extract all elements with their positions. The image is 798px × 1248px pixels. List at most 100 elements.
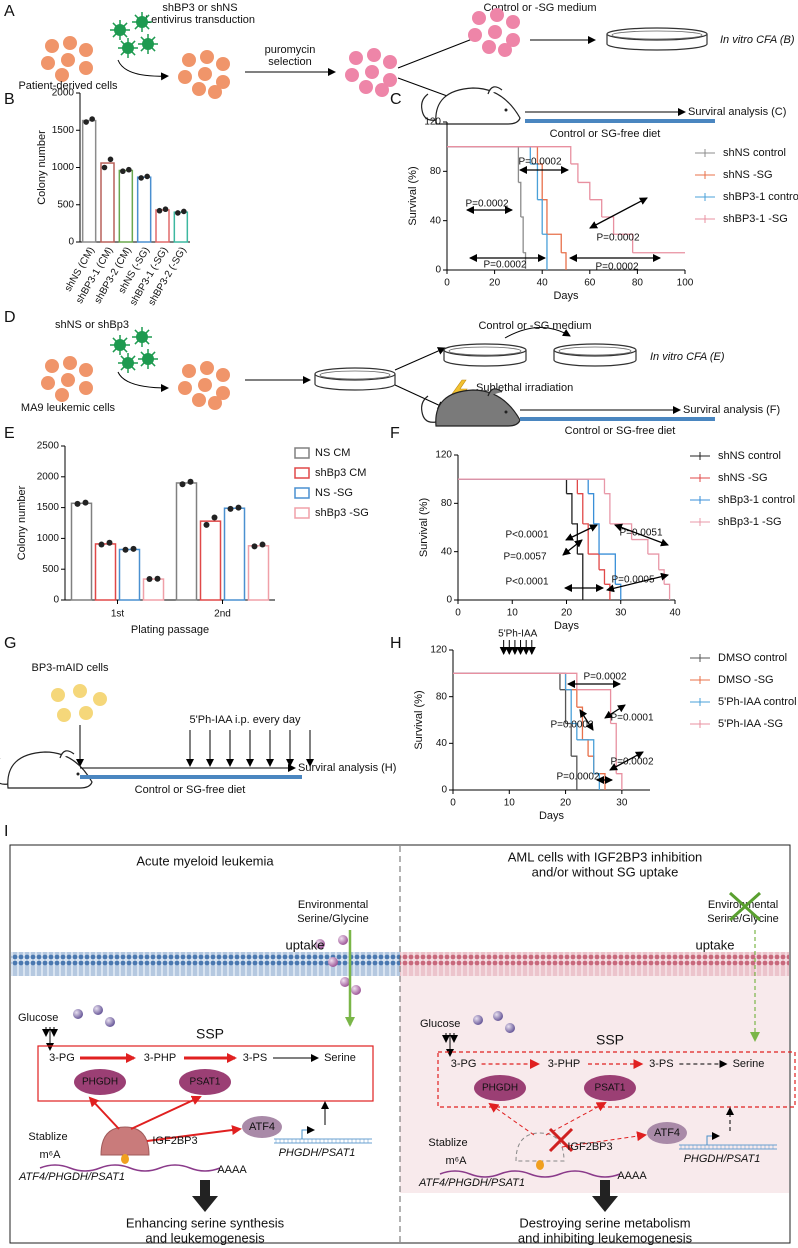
cell	[506, 15, 520, 29]
bar	[175, 482, 198, 601]
survival-step	[593, 773, 600, 790]
cell	[468, 28, 482, 42]
x-tick-label: 20	[561, 608, 573, 619]
double-arrow	[609, 751, 644, 771]
cell	[51, 688, 65, 702]
survival-step	[647, 553, 660, 570]
label: SSP	[196, 1026, 224, 1042]
double-arrow	[589, 197, 648, 229]
diagram-label: MA9 leukemic cells	[21, 402, 116, 414]
serine-ball	[340, 977, 350, 987]
x-tick-label: 20	[560, 798, 572, 809]
y-axis-label: Survival (%)	[418, 498, 430, 557]
cell	[200, 361, 214, 375]
mouse-tail	[421, 93, 437, 121]
diagram-label: Control or -SG medium	[478, 320, 591, 332]
survival-step	[458, 478, 568, 494]
panel-label: D	[4, 309, 16, 326]
legend-label: 5'Ph-IAA control	[718, 696, 797, 708]
cell	[488, 25, 502, 39]
diagram-label: Surviral analysis (H)	[298, 762, 396, 774]
double-arrow	[606, 572, 669, 593]
bar	[81, 119, 97, 243]
cell	[55, 68, 69, 82]
y-tick-label: 0	[435, 265, 441, 276]
data-point	[251, 543, 258, 550]
legend-label: shBp3 -SG	[315, 507, 369, 519]
label: Stablize	[28, 1131, 67, 1143]
panel-label: H	[390, 635, 402, 652]
outcome-arrow	[592, 1180, 618, 1212]
survival-step	[604, 493, 611, 524]
mouse-tail	[421, 395, 437, 423]
cell	[498, 43, 512, 57]
survival-step	[601, 216, 615, 235]
frame	[9, 844, 791, 1244]
panel-label: A	[4, 3, 15, 20]
cell	[365, 65, 379, 79]
y-tick-label: 1000	[37, 533, 60, 544]
section-title: Acute myeloid leukemia	[136, 853, 274, 868]
glucose-ball	[105, 1017, 115, 1027]
legend-label: DMSO -SG	[718, 674, 774, 686]
survival-step	[571, 523, 578, 555]
cell	[61, 53, 75, 67]
y-tick-label: 500	[42, 564, 59, 575]
label: PHGDH/PSAT1	[684, 1153, 761, 1165]
virus	[142, 353, 154, 365]
enzyme-label: PSAT1	[595, 1083, 626, 1094]
dish	[558, 346, 632, 356]
data-point	[235, 504, 242, 511]
y-tick-label: 120	[430, 645, 447, 656]
arrow	[394, 384, 446, 409]
enzyme	[474, 1075, 526, 1101]
cell	[198, 67, 212, 81]
y-tick-label: 0	[441, 785, 447, 796]
survival-step	[616, 773, 623, 790]
y-tick-label: 1500	[52, 125, 75, 136]
survival-step	[604, 583, 611, 600]
cell	[367, 48, 381, 62]
virus	[122, 42, 134, 54]
arrow	[394, 347, 446, 371]
cell	[73, 684, 87, 698]
y-tick-label: 2000	[52, 88, 75, 99]
survival-step	[530, 163, 539, 200]
mouse	[435, 389, 521, 427]
diet-bar	[520, 417, 715, 421]
data-point	[144, 173, 150, 180]
x-axis-label: Days	[539, 810, 565, 822]
bar	[118, 169, 134, 243]
p-value: P=0.0001	[610, 713, 654, 724]
enzyme	[179, 1069, 231, 1095]
enzyme-label: PHGDH	[482, 1083, 518, 1094]
survival-step	[589, 199, 603, 217]
enzyme	[584, 1075, 636, 1101]
label: uptake	[695, 937, 734, 952]
p-value: P=0.0002	[596, 233, 640, 244]
legend-label: shNS -SG	[723, 169, 773, 181]
survival-step	[561, 252, 567, 270]
virus	[136, 16, 148, 28]
x-tick-label: 2nd	[214, 609, 231, 620]
p-value: P=0.0002	[550, 720, 594, 731]
survival-step	[577, 553, 584, 600]
outcome: Destroying serine metabolism	[519, 1215, 690, 1230]
y-axis-label: Survival (%)	[413, 690, 425, 749]
legend-label: shBP3-1 control	[723, 191, 798, 203]
x-tick-label: 1st	[111, 609, 125, 620]
p-value: P=0.0002	[583, 672, 627, 683]
data-point	[227, 505, 234, 512]
y-tick-label: 120	[424, 117, 441, 128]
ssp-box	[437, 1051, 796, 1108]
dish	[611, 30, 703, 40]
dish	[553, 343, 637, 357]
serine-ball	[328, 957, 338, 967]
arrow	[117, 371, 169, 392]
data-point	[211, 514, 218, 521]
survival-step	[518, 181, 522, 217]
arrow	[88, 1096, 120, 1130]
mouse-ear	[487, 86, 503, 95]
ssp-box	[37, 1045, 374, 1102]
bar	[223, 507, 246, 601]
